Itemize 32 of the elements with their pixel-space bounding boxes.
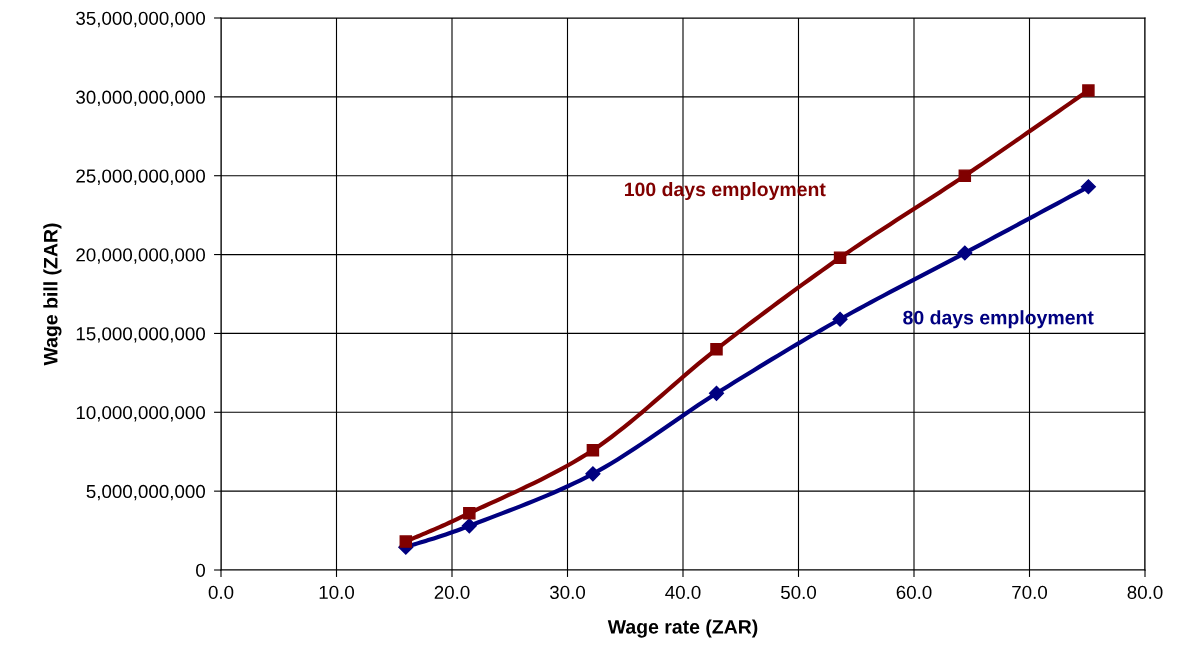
point — [957, 245, 973, 261]
y-tick-label: 35,000,000,000 — [76, 11, 205, 28]
x-tick-label: 0.0 — [208, 585, 234, 600]
x-tick-label: 20.0 — [434, 585, 470, 600]
y-tick-label: 30,000,000,000 — [76, 90, 205, 107]
y-axis-title: Wage bill (ZAR) — [43, 223, 62, 366]
point — [832, 311, 848, 327]
y-tick-label: 15,000,000,000 — [76, 327, 205, 343]
x-tick-label: 10.0 — [319, 585, 355, 600]
y-tick-label: 0 — [196, 563, 205, 577]
point — [833, 251, 847, 264]
y-tick-label: 10,000,000,000 — [76, 405, 205, 422]
point — [461, 518, 477, 534]
point — [958, 169, 972, 182]
point — [399, 535, 413, 548]
x-axis-title: Wage rate (ZAR) — [607, 619, 758, 638]
x-tick-label: 80.0 — [1127, 585, 1163, 600]
y-tick-label: 25,000,000,000 — [76, 169, 205, 185]
x-tick-label: 60.0 — [896, 585, 932, 600]
point — [1082, 84, 1095, 97]
x-tick-label: 40.0 — [665, 585, 701, 600]
point — [710, 342, 723, 356]
point — [463, 506, 476, 520]
point — [585, 466, 601, 482]
x-tick-label: 50.0 — [781, 585, 817, 600]
x-tick-label: 70.0 — [1012, 585, 1048, 600]
x-tick-label: 30.0 — [549, 585, 586, 600]
y-tick-label: 20,000,000,000 — [76, 248, 205, 264]
point — [708, 385, 725, 401]
point — [586, 443, 600, 457]
point — [1080, 179, 1096, 195]
y-tick-label: 5,000,000,000 — [86, 484, 205, 501]
